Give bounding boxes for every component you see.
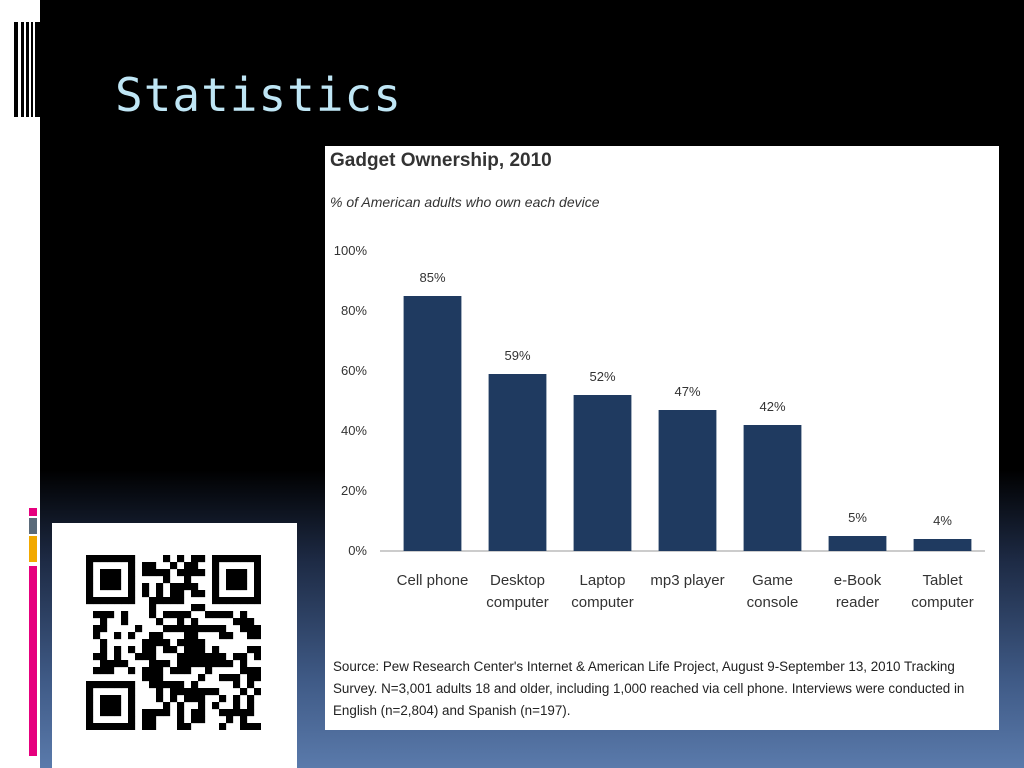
category-label: mp3 player [650,572,724,589]
y-tick-label: 60% [341,363,367,378]
accent-pink-bar [29,566,37,756]
bars-decor-icon [14,22,40,117]
data-label: 52% [589,369,615,384]
bar [658,410,717,551]
chart-card: Gadget Ownership, 2010 % of American adu… [325,146,999,730]
chart-title: Gadget Ownership, 2010 [330,150,552,171]
accent-pink-top [29,508,37,516]
source-note: Source: Pew Research Center's Internet &… [333,659,965,718]
data-label: 42% [759,399,785,414]
category-label: console [747,594,799,611]
y-tick-label: 40% [341,423,367,438]
category-label: Tablet [922,572,963,589]
bar [913,539,972,551]
y-tick-label: 100% [334,243,368,258]
category-label: Game [752,572,793,589]
chart-subtitle: % of American adults who own each device [330,194,600,210]
category-label: Desktop [490,572,545,589]
category-label: computer [486,594,549,611]
slide-title: Statistics [115,68,402,122]
bar-chart: 0% 20% 40% 60% 80% 100% 85% Cell phone 59% Deskto… [334,243,985,611]
category-label: Laptop [580,572,626,589]
qr-code-icon [86,555,261,730]
category-label: Cell phone [397,572,469,589]
y-tick-label: 80% [341,303,367,318]
data-label: 59% [504,348,530,363]
bar [488,374,547,551]
y-tick-label: 0% [348,543,367,558]
data-label: 5% [848,510,867,525]
y-tick-label: 20% [341,483,367,498]
category-label: e-Book [834,572,882,589]
category-label: computer [571,594,634,611]
qr-code-card [52,523,297,768]
category-label: computer [911,594,974,611]
bar [573,395,632,551]
category-label: reader [836,594,879,611]
accent-gold [29,536,37,562]
data-label: 4% [933,513,952,528]
data-label: 47% [674,384,700,399]
bar [828,536,887,551]
bar [743,425,802,551]
data-label: 85% [419,270,445,285]
accent-slate [29,518,37,534]
bar [403,296,462,551]
